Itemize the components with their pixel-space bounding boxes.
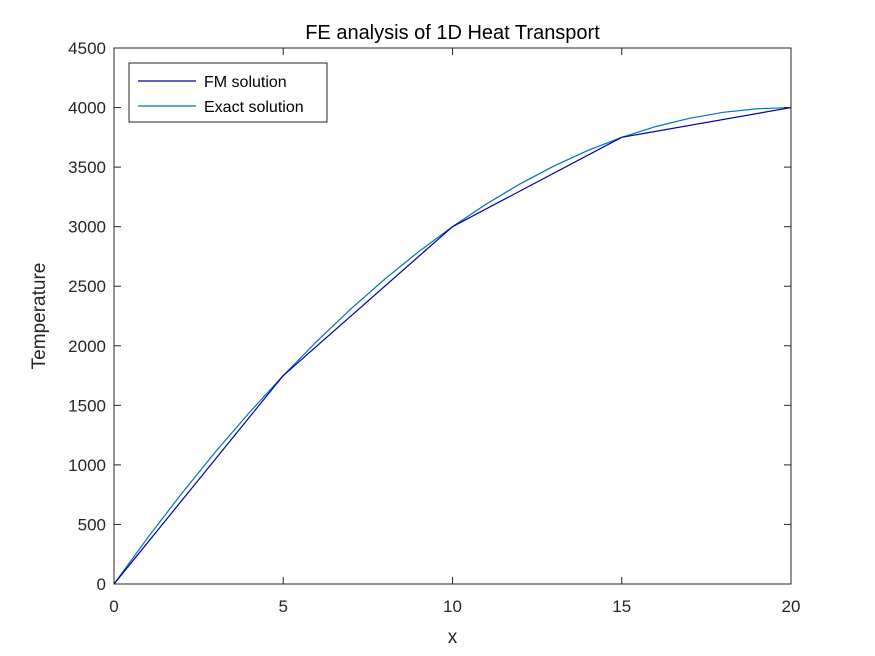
x-tick-label: 0 <box>109 597 118 616</box>
x-tick-label: 15 <box>612 597 631 616</box>
y-tick-label: 500 <box>78 515 106 534</box>
y-tick-label: 0 <box>97 575 106 594</box>
chart-title: FE analysis of 1D Heat Transport <box>305 22 600 44</box>
plot-area <box>114 48 791 584</box>
legend-box <box>128 62 328 123</box>
ticks-layer: 0 5 10 15 20 0 500 1000 1500 2000 2500 3000 3500 4000… <box>68 39 800 616</box>
legend: FM solution Exact solution <box>128 62 328 123</box>
x-axis-title: x <box>448 627 458 648</box>
series-layer <box>113 106 792 585</box>
legend-label: FM solution <box>204 74 287 91</box>
y-tick-label: 3500 <box>68 158 106 177</box>
y-tick-label: 1500 <box>68 396 106 415</box>
x-tick-label: 10 <box>443 597 462 616</box>
y-tick-label: 2000 <box>68 337 106 356</box>
y-tick-label: 4000 <box>68 99 106 118</box>
x-tick-label: 5 <box>279 597 288 616</box>
x-tick-label: 20 <box>782 597 801 616</box>
y-tick-label: 4500 <box>68 39 106 58</box>
y-tick-label: 2500 <box>68 277 106 296</box>
series-line-fm-solution <box>113 106 792 585</box>
y-tick-label: 3000 <box>68 218 106 237</box>
y-axis-title: Temperature <box>29 263 50 370</box>
y-tick-label: 1000 <box>68 456 106 475</box>
legend-label: Exact solution <box>204 99 304 116</box>
